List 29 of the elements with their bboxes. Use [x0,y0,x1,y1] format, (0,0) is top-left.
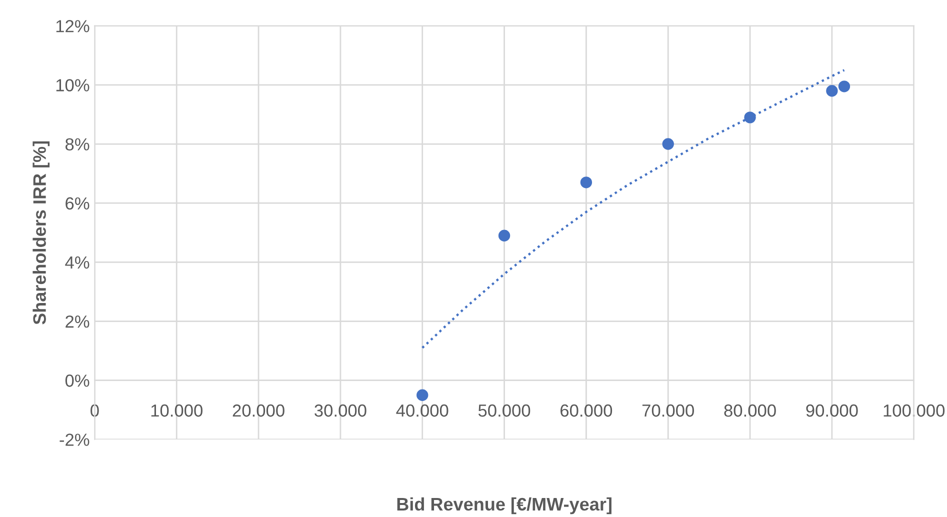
x-tick-label: 50.000 [478,404,530,417]
y-tick-label: 12% [56,20,90,32]
x-tick-label: 80.000 [724,404,776,417]
x-tick-label: 70.000 [642,404,694,417]
y-tick-label: 0% [65,374,90,387]
y-tick-label: 4% [65,256,90,269]
point [662,138,674,150]
x-axis-title: Bid Revenue [€/MW-year] [397,497,612,514]
x-tick-label: 40.000 [396,404,448,417]
y-tick-label: 8% [66,138,90,150]
line-series [421,69,846,349]
x-tick-label: 30.000 [314,404,366,417]
point [744,112,756,124]
y-tick-label: -2% [60,434,90,446]
y-tick-label: 10% [56,79,90,92]
point [838,80,850,92]
point [826,85,838,97]
y-tick-label: 6% [66,197,90,210]
point [416,389,428,401]
x-tick-label: 20.000 [232,404,284,417]
x-tick-label: 90.000 [806,404,858,417]
x-tick-label: 0 [90,404,99,417]
point [580,176,592,188]
y-tick-label: 2% [66,315,90,328]
x-tick-label: 60.000 [560,404,612,417]
x-tick-label: 100.000 [884,404,945,417]
y-axis-title: Shareholders IRR [%] [32,141,50,324]
x-tick-label: 10.000 [151,404,202,417]
point [498,230,510,242]
